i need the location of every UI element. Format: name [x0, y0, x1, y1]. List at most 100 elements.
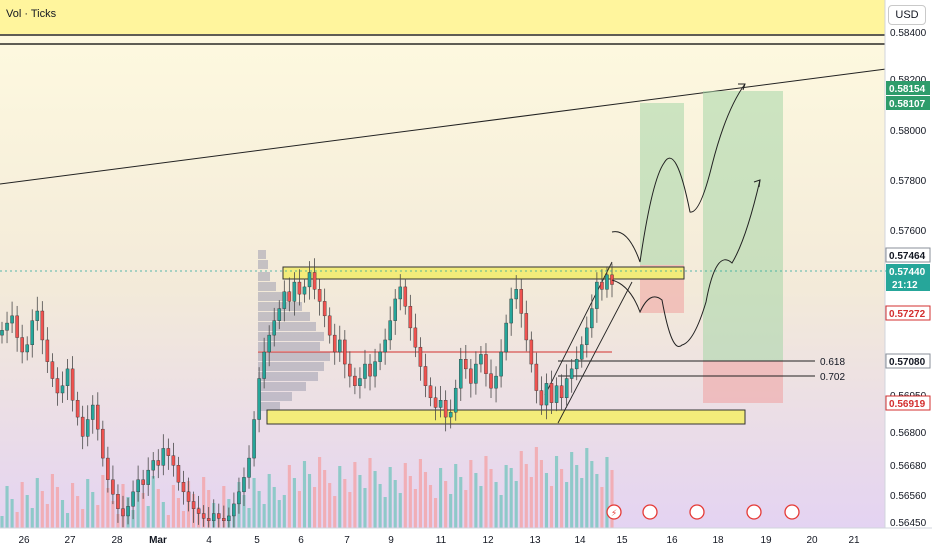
candle-body[interactable] [201, 513, 206, 519]
candle-body[interactable] [509, 298, 513, 324]
candle-body[interactable] [292, 281, 297, 302]
candle-body[interactable] [106, 457, 110, 480]
candle-body[interactable] [186, 491, 191, 502]
candle-body[interactable] [181, 481, 186, 493]
candle-body[interactable] [504, 322, 508, 353]
candle-body[interactable] [10, 315, 14, 324]
candle-body[interactable] [196, 508, 201, 514]
candle-body[interactable] [20, 337, 24, 353]
candle-body[interactable] [85, 419, 90, 437]
candle-body[interactable] [554, 385, 559, 403]
price-label-box[interactable] [885, 247, 931, 263]
candle-body[interactable] [141, 479, 145, 485]
candle-body[interactable] [338, 339, 342, 353]
candle-body[interactable] [272, 320, 276, 336]
candle-body[interactable] [227, 515, 231, 521]
candle-body[interactable] [489, 373, 493, 389]
resistance-zone[interactable] [282, 266, 685, 280]
candle-body[interactable] [211, 513, 216, 521]
candle-body[interactable] [146, 469, 150, 485]
projection-path-lower[interactable] [611, 179, 761, 347]
candle-body[interactable] [237, 491, 241, 505]
candle-body[interactable] [438, 400, 443, 408]
candle-body[interactable] [222, 518, 226, 521]
candle-body[interactable] [423, 366, 428, 386]
projection-path-upper[interactable] [611, 83, 746, 263]
candle-body[interactable] [332, 334, 337, 353]
price-label-box[interactable] [885, 395, 931, 411]
candle-body[interactable] [499, 351, 503, 377]
candle-body[interactable] [307, 272, 312, 288]
candle-body[interactable] [176, 465, 181, 483]
candle-body[interactable] [484, 354, 488, 374]
candle-body[interactable] [494, 375, 498, 389]
candle-body[interactable] [393, 298, 397, 321]
candle-body[interactable] [549, 383, 554, 403]
candle-body[interactable] [252, 419, 256, 459]
candle-body[interactable] [156, 460, 161, 466]
candle-body[interactable] [60, 385, 65, 394]
x-axis-area[interactable] [0, 528, 932, 550]
candle-body[interactable] [579, 344, 584, 360]
candle-body[interactable] [388, 320, 392, 341]
candle-body[interactable] [418, 346, 423, 367]
candle-body[interactable] [569, 368, 574, 379]
candle-body[interactable] [282, 291, 287, 309]
candle-body[interactable] [479, 354, 483, 365]
candle-body[interactable] [111, 479, 115, 495]
candle-body[interactable] [171, 455, 176, 466]
candle-body[interactable] [519, 289, 524, 314]
candle-body[interactable] [161, 448, 166, 466]
candle-body[interactable] [408, 305, 413, 329]
candle-body[interactable] [55, 378, 60, 394]
candle-body[interactable] [448, 412, 453, 418]
candle-body[interactable] [574, 359, 579, 370]
candle-body[interactable] [136, 479, 140, 493]
candle-body[interactable] [343, 339, 347, 365]
candle-body[interactable] [40, 310, 45, 341]
price-label-box[interactable] [886, 81, 930, 95]
candle-body[interactable] [90, 404, 95, 420]
candle-body[interactable] [247, 457, 251, 478]
candle-body[interactable] [564, 378, 569, 399]
candle-body[interactable] [287, 291, 292, 302]
bolt-event-icon[interactable] [606, 504, 622, 520]
candle-body[interactable] [257, 378, 261, 420]
candle-body[interactable] [121, 508, 125, 517]
candle-body[interactable] [206, 518, 211, 521]
candle-body[interactable] [398, 286, 403, 300]
candle-body[interactable] [610, 274, 614, 285]
candle-body[interactable] [453, 387, 458, 413]
price-label-box[interactable] [886, 264, 930, 278]
candle-body[interactable] [302, 286, 307, 295]
candle-body[interactable] [70, 368, 75, 401]
candle-body[interactable] [242, 477, 246, 493]
price-label-box[interactable] [885, 305, 931, 321]
candle-body[interactable] [101, 428, 105, 459]
price-label-box[interactable] [886, 96, 930, 110]
candle-body[interactable] [413, 327, 418, 348]
candle-body[interactable] [317, 289, 322, 302]
us-flag-event-icon[interactable] [689, 504, 705, 520]
candle-body[interactable] [131, 491, 135, 507]
long-trendline[interactable] [0, 68, 887, 185]
candle-body[interactable] [96, 404, 100, 430]
us-flag-event-icon[interactable] [784, 504, 800, 520]
candle-body[interactable] [534, 363, 539, 391]
candle-body[interactable] [0, 330, 4, 336]
candle-body[interactable] [80, 416, 85, 437]
stop-box-2[interactable] [703, 361, 783, 403]
candle-body[interactable] [469, 368, 473, 384]
candle-body[interactable] [262, 351, 266, 379]
candle-body[interactable] [312, 272, 317, 290]
candle-body[interactable] [443, 400, 448, 418]
candle-body[interactable] [433, 397, 438, 408]
candle-body[interactable] [15, 315, 19, 338]
candle-body[interactable] [378, 351, 382, 362]
currency-button[interactable]: USD [888, 5, 926, 25]
candle-body[interactable] [151, 460, 156, 471]
candle-body[interactable] [428, 385, 433, 399]
candle-body[interactable] [277, 308, 282, 321]
candle-body[interactable] [353, 375, 357, 386]
candle-body[interactable] [363, 363, 367, 379]
